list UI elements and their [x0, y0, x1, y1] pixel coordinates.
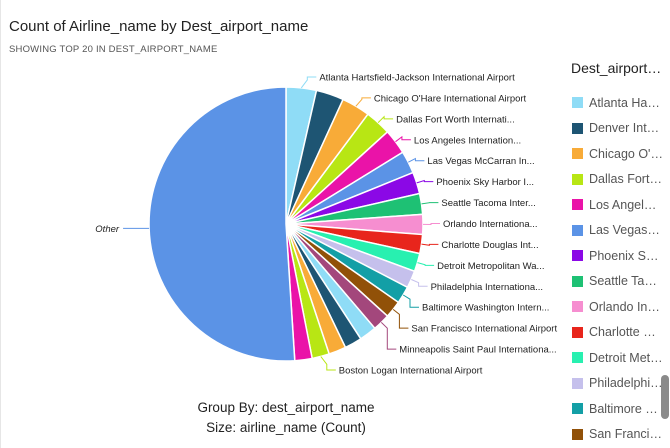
legend-item[interactable]: Denver International Airport	[563, 116, 663, 142]
legend-scroll-thumb[interactable]	[661, 375, 669, 419]
legend-swatch	[572, 250, 583, 262]
slice-label: Phoenix Sky Harbor I...	[436, 177, 534, 188]
chart-title: Count of Airline_name by Dest_airport_na…	[9, 18, 309, 35]
slice-label: Baltimore Washington Intern...	[422, 303, 549, 314]
legend: Dest_airport_name Atlanta Hartsfield-Jac…	[563, 60, 663, 448]
legend-swatch	[572, 122, 583, 134]
slice-label: San Francisco International Airport	[411, 324, 557, 335]
legend-swatch	[572, 148, 583, 160]
slice-label: Las Vegas McCarran In...	[427, 156, 534, 167]
legend-items: Atlanta Hartsfield-Jackson International…	[563, 90, 663, 447]
chart-subtitle: SHOWING TOP 20 IN DEST_AIRPORT_NAME	[9, 44, 218, 55]
legend-item[interactable]: Philadelphia International Airport	[563, 371, 663, 397]
legend-item[interactable]: Atlanta Hartsfield-Jackson International…	[563, 90, 663, 116]
legend-item-label: Los Angeles International Airport	[589, 197, 663, 212]
legend-item-label: Chicago O'Hare International Airport	[589, 146, 663, 161]
legend-item-label: San Francisco International Airport	[589, 427, 663, 442]
pie-leader-lines	[123, 76, 440, 371]
slice-label: Dallas Fort Worth Internati...	[396, 114, 515, 125]
leader-line	[377, 115, 394, 123]
legend-item-label: Orlando International Airport	[589, 299, 663, 314]
slice-label: Charlotte Douglas Int...	[441, 240, 538, 251]
pie-slices	[148, 86, 424, 362]
slice-label: Los Angeles Internation...	[414, 135, 521, 146]
legend-title: Dest_airport_name	[571, 60, 663, 76]
legend-swatch	[572, 173, 583, 185]
legend-swatch	[572, 199, 583, 211]
legend-item-label: Dallas Fort Worth International Airport	[589, 172, 663, 187]
leader-line	[421, 202, 439, 205]
legend-swatch	[572, 97, 583, 109]
slice-label: Boston Logan International Airport	[339, 366, 483, 377]
legend-item[interactable]: Dallas Fort Worth International Airport	[563, 167, 663, 193]
legend-swatch	[572, 352, 583, 364]
leader-line	[320, 356, 336, 371]
leader-line	[300, 76, 317, 89]
legend-swatch	[572, 275, 583, 287]
legend-swatch	[572, 301, 583, 313]
pie-chart: Other Atlanta Hartsfield-Jackson Internat…	[95, 73, 557, 377]
legend-item[interactable]: Seattle Tacoma International Airport	[563, 269, 663, 295]
leader-line	[422, 223, 440, 226]
legend-item[interactable]: Chicago O'Hare International Airport	[563, 141, 663, 167]
legend-item[interactable]: Los Angeles International Airport	[563, 192, 663, 218]
legend-item-label: Denver International Airport	[589, 121, 663, 136]
legend-swatch	[572, 326, 583, 338]
legend-swatch	[572, 428, 583, 440]
leader-line	[417, 262, 435, 266]
size-label: Size: airline_name (Count)	[206, 420, 366, 435]
legend-item-label: Baltimore Washington International Airpo…	[589, 401, 663, 416]
legend-item[interactable]: San Francisco International Airport	[563, 422, 663, 448]
leader-line	[355, 97, 371, 107]
slice-label: Other	[95, 224, 120, 235]
slice-label: Detroit Metropolitan Wa...	[437, 261, 544, 272]
legend-item-label: Detroit Metropolitan Wayne County Airpor…	[589, 350, 663, 365]
legend-item[interactable]: Detroit Metropolitan Wayne County Airpor…	[563, 345, 663, 371]
group-by-label: Group By: dest_airport_name	[197, 400, 375, 415]
leader-line	[402, 294, 419, 308]
legend-swatch	[572, 403, 583, 415]
legend-item-label: Las Vegas McCarran International Airport	[589, 223, 663, 238]
leader-line	[392, 309, 409, 329]
slice-label: Orlando Internationa...	[443, 219, 538, 230]
legend-item-label: Seattle Tacoma International Airport	[589, 274, 663, 289]
legend-swatch	[572, 224, 583, 236]
leader-line	[395, 135, 411, 143]
leader-line	[408, 157, 425, 163]
legend-item-label: Philadelphia International Airport	[589, 376, 663, 391]
pie-labels: Other Atlanta Hartsfield-Jackson Internat…	[95, 73, 557, 377]
legend-scrollbar[interactable]	[661, 60, 669, 448]
pie-slice[interactable]	[148, 86, 296, 362]
leader-line	[416, 179, 434, 184]
slice-label: Chicago O'Hare International Airport	[374, 93, 527, 104]
legend-item[interactable]: Charlotte Douglas International Airport	[563, 320, 663, 346]
slice-label: Seattle Tacoma Inter...	[441, 198, 535, 209]
leader-line	[421, 243, 439, 246]
legend-item-label: Charlotte Douglas International Airport	[589, 325, 663, 340]
slice-label: Atlanta Hartsfield-Jackson International…	[319, 73, 515, 84]
legend-item[interactable]: Phoenix Sky Harbor International Airport	[563, 243, 663, 269]
legend-swatch	[572, 377, 583, 389]
legend-item[interactable]: Baltimore Washington International Airpo…	[563, 396, 663, 422]
legend-item-label: Phoenix Sky Harbor International Airport	[589, 248, 663, 263]
slice-label: Philadelphia Internationa...	[431, 282, 544, 293]
leader-line	[411, 279, 428, 287]
legend-item[interactable]: Las Vegas McCarran International Airport	[563, 218, 663, 244]
leader-line	[380, 322, 397, 350]
slice-label: Minneapolis Saint Paul Internationa...	[399, 345, 556, 356]
legend-item-label: Atlanta Hartsfield-Jackson International…	[589, 95, 663, 110]
legend-item[interactable]: Orlando International Airport	[563, 294, 663, 320]
